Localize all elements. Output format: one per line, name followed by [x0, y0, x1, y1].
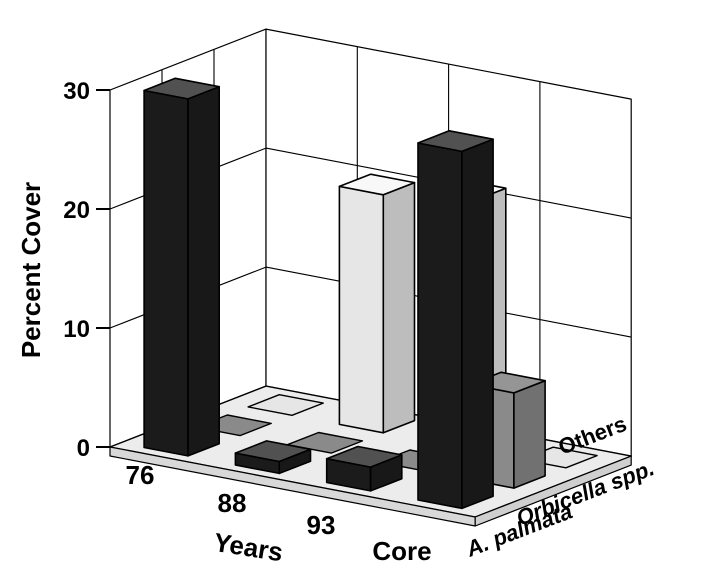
- floor-right-edge: [474, 455, 632, 527]
- bar-a-palmata-93: [325, 445, 403, 492]
- y-axis-label: Percent Cover: [16, 182, 46, 358]
- x-category-label: Core: [372, 536, 431, 566]
- bar-others-76-tile: [247, 394, 324, 416]
- y-tick-label: 30: [63, 78, 90, 105]
- bar-a-palmata-core: [417, 130, 494, 510]
- bar-others-88-front: [338, 185, 385, 434]
- bar-a-palmata-76-front: [143, 89, 189, 457]
- y-tick-label: 0: [77, 435, 90, 462]
- x-category-label: 93: [307, 510, 336, 540]
- x-category-label: 88: [218, 488, 247, 518]
- chart-bars: [143, 77, 598, 510]
- bar-a-palmata-core-top: [417, 130, 494, 153]
- bar-a-palmata-88: [234, 440, 312, 475]
- y-tick-label: 10: [63, 316, 90, 343]
- bar-a-palmata-core-front: [417, 142, 463, 510]
- y-tick-label: 20: [63, 197, 90, 224]
- bar-a-palmata-76: [143, 77, 220, 457]
- bar-others-88-side: [382, 181, 416, 434]
- bar-a-palmata-93-top: [325, 445, 403, 468]
- bar-others-88: [338, 173, 416, 434]
- bar-a-palmata-76-top: [143, 77, 220, 100]
- bar-orbicella-spp-core-side: [513, 379, 546, 489]
- x-axis-label: Years: [212, 527, 285, 567]
- bar-others-88-top: [338, 173, 416, 196]
- x-category-label: 76: [126, 460, 155, 490]
- bar-a-palmata-core-side: [461, 138, 494, 510]
- bar-a-palmata-88-top: [234, 440, 312, 463]
- bar-a-palmata-76-side: [187, 85, 220, 457]
